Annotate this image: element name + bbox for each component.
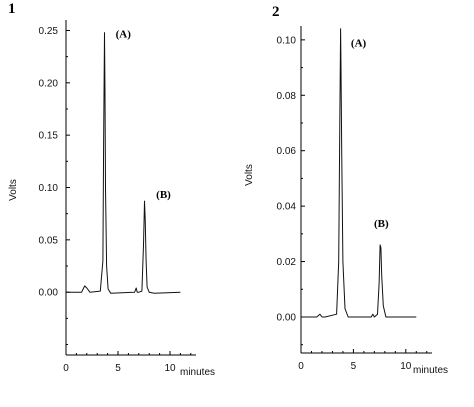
y-tick-label: 0.10 <box>39 183 59 194</box>
y-tick-label: 0.00 <box>277 312 297 323</box>
peak-label: (B) <box>374 218 389 230</box>
chromatogram-panel-1: 1 Volts minutes 0.00 0.05 0.10 0.15 0.20 0.25… <box>8 1 215 378</box>
peak-label: (A) <box>116 29 132 41</box>
x-tick-label: 0 <box>63 363 69 374</box>
x-tick-label: 0 <box>298 361 304 372</box>
x-axis-title-2: minutes <box>413 365 448 376</box>
y-axis-title-1: Volts <box>8 179 19 201</box>
y-tick-label: 0.04 <box>277 202 297 213</box>
x-axis-title-1: minutes <box>180 367 215 378</box>
y-tick-label: 0.10 <box>277 35 297 46</box>
y-axis-title-2: Volts <box>244 164 255 186</box>
panel-label-1: 1 <box>8 1 16 17</box>
y-tick-label: 0.15 <box>39 131 59 142</box>
y-tick-label: 0.25 <box>39 26 59 37</box>
chromatogram-trace <box>301 28 417 318</box>
y-tick-label: 0.20 <box>39 78 59 89</box>
x-tick-label: 5 <box>351 361 357 372</box>
panel-label-2: 2 <box>272 4 280 20</box>
y-tick-label: 0.05 <box>39 235 59 246</box>
x-tick-label: 5 <box>115 363 121 374</box>
peak-label: (B) <box>156 189 171 201</box>
chromatogram-trace <box>66 32 181 294</box>
y-tick-label: 0.02 <box>277 257 297 268</box>
x-tick-label: 10 <box>164 363 176 374</box>
y-tick-label: 0.00 <box>39 288 59 299</box>
y-tick-label: 0.06 <box>277 146 297 157</box>
peak-label: (A) <box>351 38 367 50</box>
x-tick-label: 10 <box>400 361 412 372</box>
y-tick-label: 0.08 <box>277 91 297 102</box>
chromatogram-panel-2: 2 Volts minutes 0.00 0.02 0.04 0.06 0.08 0.10… <box>244 4 448 376</box>
